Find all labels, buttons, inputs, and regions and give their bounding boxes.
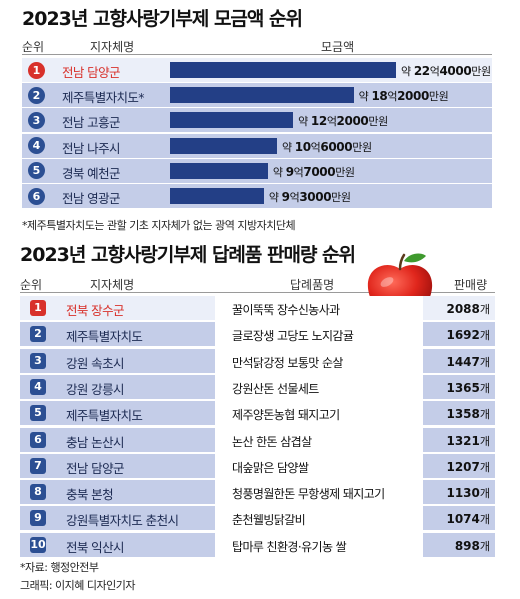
rank-badge: 2 — [28, 86, 45, 104]
product-cell — [215, 374, 423, 399]
product-label: 꿀이뚝뚝 장수신농사과 — [232, 303, 340, 317]
rank-badge: 6 — [30, 431, 46, 448]
region-label: 제주특별자치도 — [66, 329, 143, 345]
data-label: 약 9억3000만원 — [268, 190, 351, 204]
product-label: 강원산돈 선물세트 — [232, 381, 319, 396]
region-label: 전남 나주시 — [62, 140, 120, 156]
sales-label: 1321개 — [446, 433, 490, 448]
sales-label: 2088개 — [446, 302, 490, 316]
sales-label: 1692개 — [446, 328, 490, 343]
rank-badge: 4 — [30, 378, 46, 395]
sales-label: 898개 — [454, 538, 490, 553]
data-label: 약 12억2000만원 — [298, 114, 388, 129]
product-label: 청풍명월한돈 무항생제 돼지고기 — [232, 487, 385, 502]
region-label: 전북 장수군 — [66, 303, 124, 318]
bar — [170, 62, 396, 78]
bar — [170, 162, 268, 179]
rank-badge: 9 — [30, 510, 46, 527]
region-label: 전남 담양군 — [62, 65, 120, 80]
chart2-header-product: 답례품명 — [290, 278, 335, 292]
product-cell — [215, 296, 423, 320]
region-label: 충북 본청 — [66, 487, 114, 503]
chart2-header-sales: 판매량 — [454, 278, 488, 292]
rank-badge: 6 — [28, 187, 45, 205]
product-cell — [215, 480, 423, 505]
source-note: *자료: 행정안전부 — [20, 561, 99, 574]
chart2-header-region: 지자체명 — [90, 278, 135, 292]
sales-label: 1447개 — [446, 354, 490, 369]
region-label: 전남 담양군 — [66, 460, 124, 476]
product-cell — [215, 506, 423, 531]
rank-badge: 2 — [30, 326, 46, 343]
bar — [170, 112, 294, 129]
product-cell — [215, 532, 423, 557]
product-label: 만석닭강정 보통맛 순살 — [232, 355, 343, 370]
rank-badge: 8 — [30, 484, 46, 501]
bar — [170, 188, 264, 204]
region-label: 강원 속초시 — [66, 355, 124, 371]
rank-badge: 1 — [30, 300, 46, 316]
rank-badge: 10 — [30, 536, 46, 553]
chart1-title: 2023년 고향사랑기부제 모금액 순위 — [22, 8, 303, 30]
bar — [170, 137, 277, 154]
region-label: 제주특별자치도* — [62, 90, 145, 106]
sales-label: 1130개 — [446, 486, 490, 501]
chart2-header-rule — [20, 292, 495, 293]
chart2-header-rank: 순위 — [20, 278, 43, 292]
rank-badge: 5 — [30, 405, 46, 422]
region-label: 충남 논산시 — [66, 434, 124, 450]
region-label: 제주특별자치도 — [66, 408, 143, 424]
region-label: 전남 영광군 — [62, 191, 120, 206]
chart1-header-rule — [22, 54, 492, 55]
product-label: 탑마루 친환경·유기농 쌀 — [232, 539, 347, 554]
region-label: 전남 고흥군 — [62, 115, 120, 131]
product-cell — [215, 348, 423, 373]
product-label: 제주양돈농협 돼지고기 — [232, 408, 340, 423]
product-cell — [215, 427, 423, 452]
product-label: 대숲맑은 담양쌀 — [232, 460, 309, 475]
chart1-header-region: 지자체명 — [90, 40, 135, 54]
product-label: 춘천웰빙닭갈비 — [232, 513, 306, 528]
sales-label: 1074개 — [446, 512, 490, 527]
data-label: 약 9억7000만원 — [272, 164, 355, 179]
chart1-header-amount: 모금액 — [321, 40, 355, 54]
product-label: 글로장생 고당도 노지감귤 — [232, 329, 354, 344]
rank-badge: 3 — [28, 111, 45, 129]
graphic-credit: 그래픽: 이지혜 디자인기자 — [20, 579, 136, 592]
product-cell — [215, 322, 423, 347]
region-label: 전북 익산시 — [66, 539, 124, 555]
rank-badge: 4 — [28, 137, 45, 155]
rank-badge: 5 — [28, 162, 45, 180]
chart1-footnote: *제주특별자치도는 관할 기초 지자체가 없는 광역 지방자치단체 — [22, 219, 296, 232]
product-cell — [215, 401, 423, 426]
region-label: 강원특별자치도 춘천시 — [66, 513, 179, 529]
data-label: 약 22억4000만원 — [401, 64, 491, 78]
bar — [170, 87, 354, 104]
sales-label: 1207개 — [446, 459, 490, 474]
data-label: 약 10억6000만원 — [281, 139, 372, 154]
chart1-header-rank: 순위 — [22, 40, 45, 54]
sales-label: 1358개 — [446, 407, 490, 422]
rank-badge: 7 — [30, 457, 46, 474]
rank-badge: 3 — [30, 352, 46, 369]
region-label: 경북 예천군 — [62, 165, 120, 181]
chart2-title: 2023년 고향사랑기부제 답례품 판매량 순위 — [20, 244, 356, 266]
rank-badge: 1 — [28, 61, 45, 79]
region-label: 강원 강릉시 — [66, 381, 124, 397]
product-label: 논산 한돈 삼겹살 — [232, 434, 312, 449]
product-cell — [215, 453, 423, 478]
data-label: 약 18억2000만원 — [358, 89, 449, 104]
sales-label: 1365개 — [446, 380, 490, 395]
